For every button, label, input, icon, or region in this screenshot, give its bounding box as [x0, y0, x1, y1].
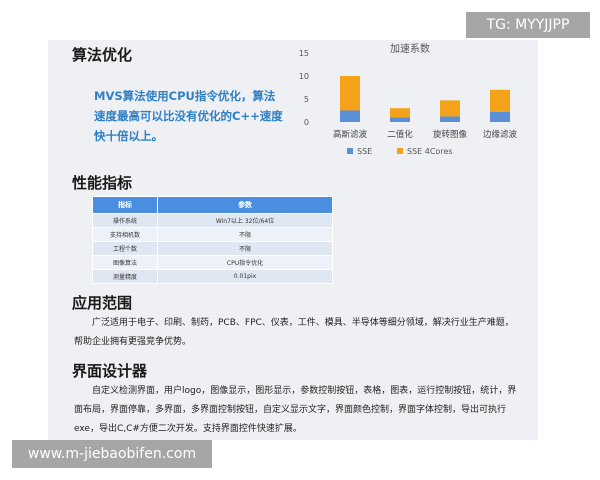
y-tick-label: 15: [299, 49, 309, 58]
table-row: 图像算法 CPU指令优化: [92, 255, 333, 270]
table-cell: 不限: [157, 241, 333, 256]
x-tick-label: 边缘滤波: [483, 129, 518, 140]
table-cell: 支持相机数: [92, 227, 158, 242]
table-row: 操作系统 Win7以上 32位/64位: [92, 213, 333, 228]
table-row: 支持相机数 不限: [92, 227, 333, 242]
bar-sse: [340, 110, 360, 122]
table-cell: CPU指令优化: [157, 255, 333, 270]
algo-description: MVS算法使用CPU指令优化，算法速度最高可以比没有优化的C++速度快十倍以上。: [94, 89, 283, 143]
table-header: 指标: [92, 196, 158, 214]
table-header: 参数: [157, 196, 333, 214]
watermark-bottom: www.m-jiebaobifen.com: [12, 440, 212, 468]
section-title-ui: 界面设计器: [72, 362, 148, 380]
table-cell: 不限: [157, 227, 333, 242]
table-row: 工程个数 不限: [92, 241, 333, 256]
legend-label: SSE: [357, 147, 372, 156]
watermark-top: TG: MYYJJPP: [466, 12, 590, 38]
x-tick-label: 高斯滤波: [333, 129, 368, 140]
y-tick-label: 0: [304, 118, 309, 127]
legend-label: SSE 4Cores: [407, 147, 453, 156]
table-cell: 图像算法: [92, 255, 158, 270]
y-tick-label: 10: [299, 72, 309, 81]
table-cell: 操作系统: [92, 213, 158, 228]
bar-sse-4cores: [340, 76, 360, 111]
legend-swatch: [347, 148, 353, 154]
ui-text: 自定义检测界面，用户logo，图像显示，图形显示，参数控制按钮，表格，图表，运行…: [74, 386, 517, 434]
table-cell: 测量精度: [92, 269, 158, 284]
bar-sse: [440, 116, 460, 122]
scope-text: 广泛适用于电子、印刷、制药，PCB、FPC、仪表，工件、模具、半导体等细分领域，…: [74, 318, 514, 347]
bar-sse-4cores: [440, 100, 460, 117]
bar-sse-4cores: [490, 89, 510, 112]
section-title-scope: 应用范围: [72, 294, 133, 312]
table-cell: 工程个数: [92, 241, 158, 256]
bar-sse: [390, 117, 410, 122]
table-cell: Win7以上 32位/64位: [157, 213, 333, 228]
x-tick-label: 旋转图像: [433, 129, 468, 140]
table-cell: 0.01pix: [157, 269, 333, 284]
legend-swatch: [397, 148, 403, 154]
perf-table: 指标 参数 操作系统 Win7以上 32位/64位 支持相机数 不限 工程个数 不限 图像算法…: [92, 196, 333, 284]
chart-title: 加速系数: [390, 42, 430, 55]
table-row: 测量精度 0.01pix: [92, 269, 333, 284]
y-tick-label: 5: [304, 95, 309, 104]
speedup-chart: 加速系数 0 5 10 15 高斯滤波 二值化 旋转图像 边缘滤波 SSE SSE 4Cores: [299, 42, 518, 156]
section-title-perf: 性能指标: [72, 174, 133, 192]
section-title-algo: 算法优化: [72, 46, 133, 64]
x-tick-label: 二值化: [387, 129, 413, 140]
bar-sse-4cores: [390, 108, 410, 118]
bar-sse: [490, 111, 510, 122]
